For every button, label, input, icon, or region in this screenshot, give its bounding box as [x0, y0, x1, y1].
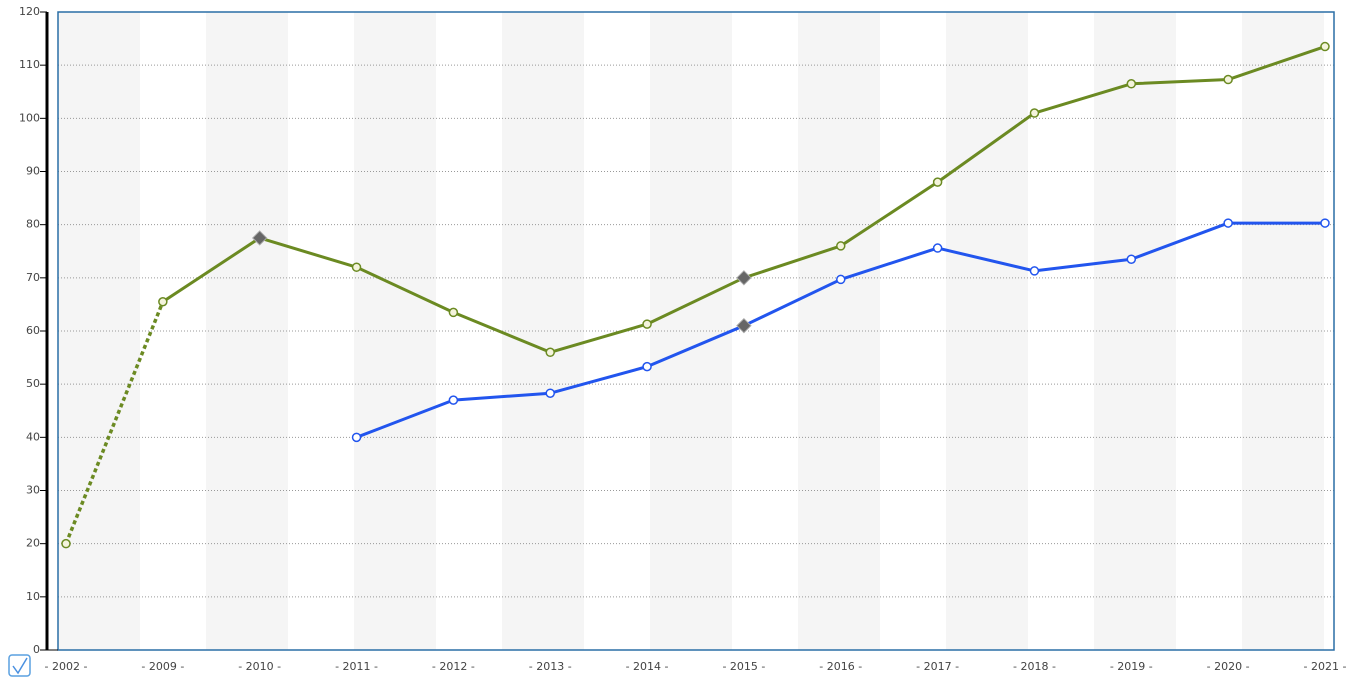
- x-tick-label: - 2013 -: [529, 660, 572, 673]
- diamond-marker: [736, 317, 752, 334]
- plot-frame: [57, 11, 1335, 651]
- point-marker: [448, 307, 459, 318]
- point-marker: [836, 241, 846, 251]
- line-dashed: [64, 301, 165, 545]
- diamond-marker: [251, 230, 268, 246]
- point-marker: [1320, 218, 1330, 228]
- stripe: [58, 12, 140, 650]
- point-marker: [1126, 254, 1137, 264]
- stripe: [502, 12, 584, 650]
- point-marker: [1223, 218, 1233, 228]
- x-tick-label: - 2016 -: [819, 660, 862, 673]
- point-marker: [1126, 79, 1137, 89]
- x-tick-label: - 2021 -: [1304, 660, 1347, 673]
- checkbox-box[interactable]: [8, 654, 31, 677]
- y-tick-label: 10: [26, 590, 40, 603]
- x-tick-label: - 2020 -: [1207, 660, 1250, 673]
- point-marker: [932, 177, 943, 187]
- point-marker: [351, 432, 362, 443]
- point-marker: [545, 347, 555, 358]
- stripe: [946, 12, 1028, 650]
- point-marker: [351, 262, 362, 272]
- point-marker: [545, 388, 555, 398]
- point-marker: [932, 243, 943, 253]
- point-marker: [1029, 108, 1040, 118]
- checkbox-tick: [12, 657, 28, 675]
- x-tick-label: - 2019 -: [1110, 660, 1153, 673]
- x-tick-label: - 2011 -: [335, 660, 378, 673]
- y-tick-label: 80: [26, 218, 40, 231]
- y-tick-label: 0: [33, 643, 40, 656]
- diamond-marker: [736, 270, 752, 286]
- x-tick-label: - 2017 -: [916, 660, 959, 673]
- point-marker: [1029, 266, 1040, 276]
- y-tick-label: 50: [26, 377, 40, 390]
- point-marker: [61, 538, 71, 549]
- y-tick-label: 90: [26, 165, 40, 178]
- x-tick-label: - 2009 -: [141, 660, 184, 673]
- x-tick-label: - 2010 -: [238, 660, 281, 673]
- y-tick-label: 110: [19, 58, 40, 71]
- y-tick-label: 60: [26, 324, 40, 337]
- series: [61, 41, 1330, 549]
- point-marker: [642, 361, 652, 372]
- y-tick-label: 40: [26, 430, 40, 443]
- x-tick-label: - 2018 -: [1013, 660, 1056, 673]
- x-tick-label: - 2015 -: [722, 660, 765, 673]
- point-marker: [158, 297, 168, 307]
- checkbox[interactable]: [8, 654, 31, 677]
- point-marker: [448, 395, 459, 405]
- x-tick-label: - 2014 -: [626, 660, 669, 673]
- point-marker: [836, 274, 846, 285]
- x-tick-label: - 2002 -: [45, 660, 88, 673]
- y-tick-label: 100: [19, 111, 40, 124]
- y-tick-label: 120: [19, 5, 40, 18]
- point-marker: [642, 319, 652, 329]
- y-tick-label: 70: [26, 271, 40, 284]
- x-tick-label: - 2012 -: [432, 660, 475, 673]
- point-marker: [1223, 74, 1233, 85]
- point-marker: [1320, 41, 1330, 52]
- y-tick-label: 20: [26, 537, 40, 550]
- y-tick-label: 30: [26, 484, 40, 497]
